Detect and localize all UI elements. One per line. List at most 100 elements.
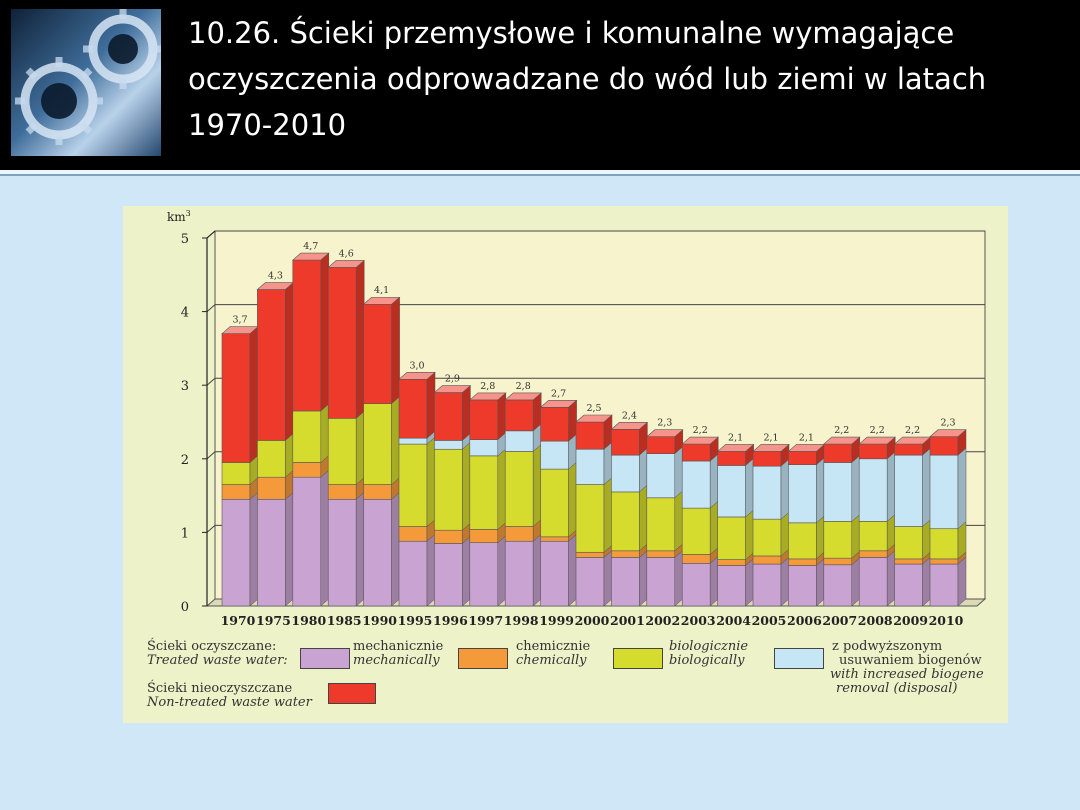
legend-biologically-en: biologically: [669, 653, 745, 668]
bar-side-biogene_removal-2002: [674, 446, 684, 499]
bar-non_treated-2007: [823, 443, 853, 463]
bar-biologically-2003: [681, 507, 711, 555]
bar-side-mechanically-1990: [391, 491, 400, 607]
data-label-2010: 2,3: [940, 418, 955, 429]
bar-chemically-2008: [858, 550, 888, 558]
bar-chemically-2001: [611, 550, 640, 558]
bar-biogene_removal-2000: [575, 448, 605, 485]
data-label-1997: 2,8: [480, 381, 495, 392]
bar-side-mechanically-2006: [816, 557, 825, 607]
bar-top-2000: [575, 414, 613, 423]
bar-side-non_treated-1995: [426, 371, 436, 439]
x-tick-label-1975: 1975: [256, 613, 291, 628]
legend-untreated-pl: Ścieki nieoczyszczane: [147, 681, 293, 696]
x-tick-label-1970: 1970: [221, 613, 256, 628]
legend-biogene-pl-2: usuwaniem biogenów: [839, 653, 982, 668]
bar-biogene_removal-2002: [646, 453, 676, 499]
bar-side-biologically-1997: [497, 448, 507, 531]
bar-top-1996: [433, 385, 472, 393]
bar-biogene_removal-2007: [823, 462, 853, 522]
x-tick-label-2002: 2002: [645, 613, 680, 628]
bar-side-mechanically-2008: [886, 549, 896, 607]
chart-panel: 0 1 2 3 4 5 1970 1975 1980 1985 1990 1995 1996 1997 19…: [123, 206, 1008, 723]
gears-icon-graphic: [15, 9, 161, 145]
bar-chemically-2010: [929, 558, 959, 565]
bar-non_treated-1980: [292, 259, 322, 412]
bar-side-mechanically-1985: [355, 491, 365, 607]
bar-non_treated-1997: [469, 399, 499, 440]
bar-biogene_removal-2003: [681, 460, 711, 509]
bar-side-biologically-1980: [320, 403, 330, 464]
legend-untreated-en: Non-treated waste water: [147, 695, 312, 710]
bar-biologically-1997: [469, 455, 499, 530]
bar-side-biologically-2006: [816, 515, 825, 560]
data-label-1996: 2,9: [445, 374, 460, 385]
bar-chemically-1998: [504, 526, 534, 542]
bar-side-biologically-1995: [426, 436, 436, 528]
legend-biogene-en-1: with increased biogene: [830, 667, 984, 682]
bar-mechanically-1999: [540, 540, 569, 607]
bar-non_treated-1975: [257, 289, 286, 441]
bar-top-1980: [292, 252, 330, 261]
bar-chemically-1995: [398, 526, 428, 542]
bar-non_treated-2009: [894, 443, 923, 456]
x-tick-label-1998: 1998: [504, 613, 539, 628]
bar-biogene_removal-1998: [504, 430, 534, 452]
bar-chemically-1985: [327, 484, 357, 500]
bar-side-non_treated-1980: [320, 252, 330, 412]
bar-non_treated-2002: [646, 436, 676, 454]
bar-biogene_removal-1997: [469, 439, 499, 457]
bar-biologically-2007: [823, 521, 853, 559]
y-gridline-depth: [206, 451, 216, 460]
bar-biologically-1970: [221, 462, 251, 485]
data-label-1980: 4,7: [303, 241, 318, 252]
bar-non_treated-1985: [327, 267, 357, 419]
bar-biogene_removal-2008: [858, 458, 888, 522]
bar-biogene_removal-1999: [540, 440, 569, 470]
bar-chemically-1980: [292, 462, 322, 478]
bar-side-biologically-1998: [532, 443, 542, 528]
legend-biogene-pl-1: z podwyższonym: [832, 639, 943, 654]
x-tick-label-2004: 2004: [716, 613, 751, 628]
bar-top-1990: [362, 296, 401, 305]
y-gridline-depth: [206, 377, 216, 386]
bar-side-biogene_removal-2009: [922, 447, 931, 528]
bar-side-biologically-1975: [285, 432, 294, 478]
x-tick-label-1980: 1980: [291, 613, 326, 628]
bar-mechanically-1980: [292, 476, 322, 607]
bar-side-biogene_removal-2000: [603, 441, 613, 486]
bar-biologically-2000: [575, 484, 605, 553]
bar-side-mechanically-1996: [462, 535, 471, 607]
bar-side-biogene_removal-2010: [957, 447, 967, 530]
bar-mechanically-1998: [504, 540, 534, 607]
bar-top-2005: [752, 444, 790, 452]
slide-header: 10.26. Ścieki przemysłowe i komunalne wy…: [0, 0, 1080, 170]
bar-non_treated-2000: [575, 421, 605, 450]
data-label-2008: 2,2: [870, 425, 885, 436]
data-label-2006: 2,1: [799, 432, 814, 443]
bar-side-non_treated-1997: [497, 392, 507, 441]
bar-side-biologically-1985: [355, 410, 365, 486]
legend-untreated-heading: Ścieki nieoczyszczane Non-treated waste …: [147, 682, 312, 710]
bar-biologically-2006: [788, 522, 817, 560]
bar-side-mechanically-1999: [568, 533, 577, 607]
bar-biogene_removal-2009: [894, 454, 923, 527]
bar-biogene_removal-2004: [717, 465, 746, 518]
bar-mechanically-1997: [469, 542, 499, 607]
data-label-2003: 2,2: [693, 425, 708, 436]
header-divider-shadow: [0, 174, 1080, 176]
data-label-1995: 3,0: [409, 360, 424, 371]
bar-top-1998: [504, 392, 542, 401]
bar-side-mechanically-2002: [674, 549, 684, 607]
bar-side-biogene_removal-2005: [780, 458, 790, 520]
bar-side-mechanically-2004: [745, 557, 754, 607]
bar-biologically-1990: [363, 403, 392, 485]
y-axis-unit: km3: [167, 209, 191, 224]
bar-chemically-2006: [788, 558, 817, 566]
bar-chemically-2002: [646, 550, 676, 558]
bar-non_treated-1999: [540, 406, 569, 442]
legend-chemically: chemicznie chemically: [516, 640, 590, 668]
bar-side-non_treated-1985: [355, 259, 365, 419]
bar-chemically-2000: [575, 551, 605, 558]
legend-swatch-chemically: [458, 648, 508, 669]
